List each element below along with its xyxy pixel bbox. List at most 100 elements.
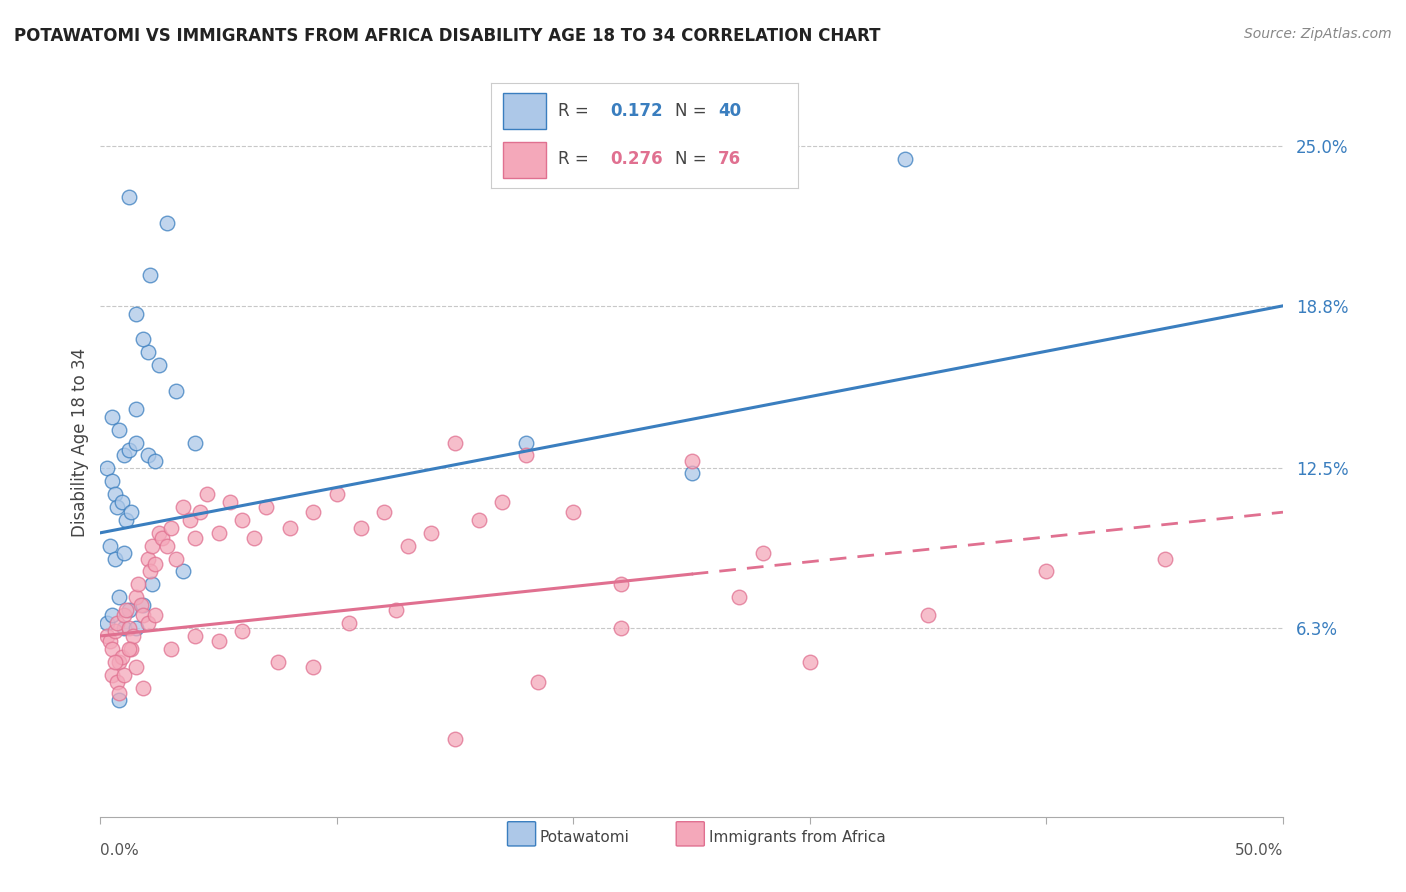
Point bbox=[143, 453, 166, 467]
Point bbox=[491, 495, 513, 509]
Text: 50.0%: 50.0% bbox=[1234, 843, 1284, 858]
Point bbox=[254, 500, 277, 514]
Point bbox=[108, 591, 131, 605]
Point bbox=[118, 190, 141, 204]
Point bbox=[681, 453, 703, 467]
Point bbox=[115, 603, 138, 617]
Point bbox=[112, 608, 135, 623]
Text: 0.0%: 0.0% bbox=[100, 843, 139, 858]
Point bbox=[160, 641, 183, 656]
Point bbox=[105, 675, 128, 690]
Point bbox=[207, 634, 229, 648]
Point bbox=[326, 487, 349, 501]
Point bbox=[112, 667, 135, 681]
Point bbox=[103, 655, 125, 669]
Point bbox=[188, 505, 211, 519]
Point bbox=[172, 500, 194, 514]
Text: Source: ZipAtlas.com: Source: ZipAtlas.com bbox=[1244, 27, 1392, 41]
Point bbox=[243, 531, 266, 545]
Point bbox=[207, 525, 229, 540]
Point bbox=[103, 551, 125, 566]
Point bbox=[98, 539, 121, 553]
Point bbox=[132, 681, 155, 695]
Point bbox=[125, 591, 148, 605]
Point bbox=[143, 608, 166, 623]
Point bbox=[136, 449, 159, 463]
Point bbox=[231, 624, 253, 638]
Point bbox=[141, 539, 163, 553]
Point bbox=[420, 525, 443, 540]
Point bbox=[527, 675, 550, 690]
Point bbox=[728, 591, 751, 605]
Point bbox=[1153, 551, 1175, 566]
Point bbox=[143, 557, 166, 571]
Point bbox=[219, 495, 242, 509]
Point bbox=[111, 495, 134, 509]
Point bbox=[125, 402, 148, 417]
Point bbox=[184, 435, 207, 450]
Point bbox=[132, 332, 155, 346]
Point bbox=[120, 505, 142, 519]
Point bbox=[515, 435, 537, 450]
Point bbox=[917, 608, 939, 623]
Point bbox=[101, 608, 124, 623]
Point bbox=[98, 634, 121, 648]
Point bbox=[172, 565, 194, 579]
Point bbox=[127, 577, 149, 591]
Point bbox=[108, 423, 131, 437]
Point bbox=[112, 449, 135, 463]
Point bbox=[125, 307, 148, 321]
Point bbox=[267, 655, 290, 669]
Point bbox=[108, 686, 131, 700]
Point bbox=[136, 616, 159, 631]
Point bbox=[112, 621, 135, 635]
Point bbox=[562, 505, 585, 519]
Point bbox=[118, 603, 141, 617]
Text: Potawatomi: Potawatomi bbox=[540, 830, 630, 846]
Point bbox=[337, 616, 360, 631]
Point bbox=[96, 629, 118, 643]
Point bbox=[125, 621, 148, 635]
Point bbox=[444, 435, 467, 450]
Point bbox=[105, 500, 128, 514]
Point bbox=[111, 649, 134, 664]
Point bbox=[108, 693, 131, 707]
Point bbox=[165, 551, 187, 566]
Point bbox=[115, 513, 138, 527]
Point bbox=[468, 513, 491, 527]
Point bbox=[150, 531, 173, 545]
Text: Immigrants from Africa: Immigrants from Africa bbox=[709, 830, 886, 846]
Point bbox=[118, 443, 141, 458]
Point bbox=[148, 525, 170, 540]
Point bbox=[231, 513, 253, 527]
Point bbox=[139, 268, 162, 282]
Point bbox=[165, 384, 187, 398]
Point bbox=[302, 505, 325, 519]
Point bbox=[103, 624, 125, 638]
Text: POTAWATOMI VS IMMIGRANTS FROM AFRICA DISABILITY AGE 18 TO 34 CORRELATION CHART: POTAWATOMI VS IMMIGRANTS FROM AFRICA DIS… bbox=[14, 27, 880, 45]
Point bbox=[195, 487, 218, 501]
Point bbox=[184, 629, 207, 643]
Point bbox=[1035, 565, 1057, 579]
Point bbox=[155, 539, 177, 553]
Point bbox=[184, 531, 207, 545]
Point bbox=[122, 629, 145, 643]
Point bbox=[179, 513, 201, 527]
Point bbox=[302, 660, 325, 674]
Point bbox=[129, 598, 152, 612]
Point bbox=[132, 598, 155, 612]
Point bbox=[160, 521, 183, 535]
Point bbox=[385, 603, 408, 617]
Point bbox=[125, 435, 148, 450]
Point bbox=[893, 152, 915, 166]
Point bbox=[349, 521, 371, 535]
Point bbox=[118, 641, 141, 656]
Point bbox=[148, 358, 170, 372]
Point bbox=[103, 487, 125, 501]
Point bbox=[125, 660, 148, 674]
Point bbox=[278, 521, 301, 535]
Point bbox=[609, 621, 631, 635]
Point bbox=[155, 216, 177, 230]
Point bbox=[141, 577, 163, 591]
Point bbox=[118, 621, 141, 635]
